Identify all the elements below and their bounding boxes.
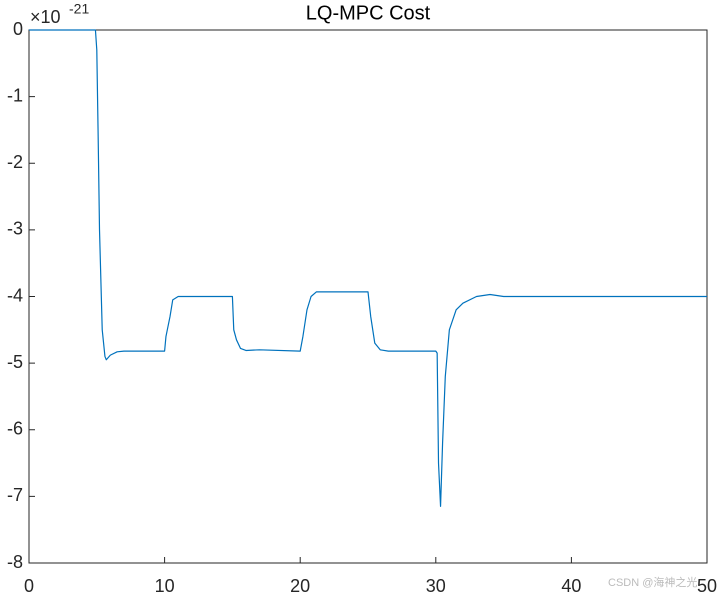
y-tick-label: -7 [7,485,23,505]
y-tick-label: -1 [7,85,23,105]
y-tick-label: -3 [7,219,23,239]
y-tick-label: -2 [7,152,23,172]
y-tick-label: -8 [7,552,23,572]
chart-title: LQ-MPC Cost [306,2,431,24]
x-tick-label: 0 [24,576,34,596]
y-exponent-power: -21 [69,1,89,17]
y-tick-label: -4 [7,285,23,305]
y-tick-label: 0 [13,19,23,39]
x-tick-label: 40 [561,576,581,596]
x-tick-label: 10 [155,576,175,596]
y-tick-label: -5 [7,352,23,372]
y-tick-label: -6 [7,419,23,439]
x-tick-label: 50 [697,576,717,596]
y-exponent-base: ×10 [30,7,61,27]
x-tick-label: 20 [290,576,310,596]
watermark: CSDN @海神之光 [608,575,697,589]
data-line [29,29,707,507]
x-tick-label: 30 [426,576,446,596]
